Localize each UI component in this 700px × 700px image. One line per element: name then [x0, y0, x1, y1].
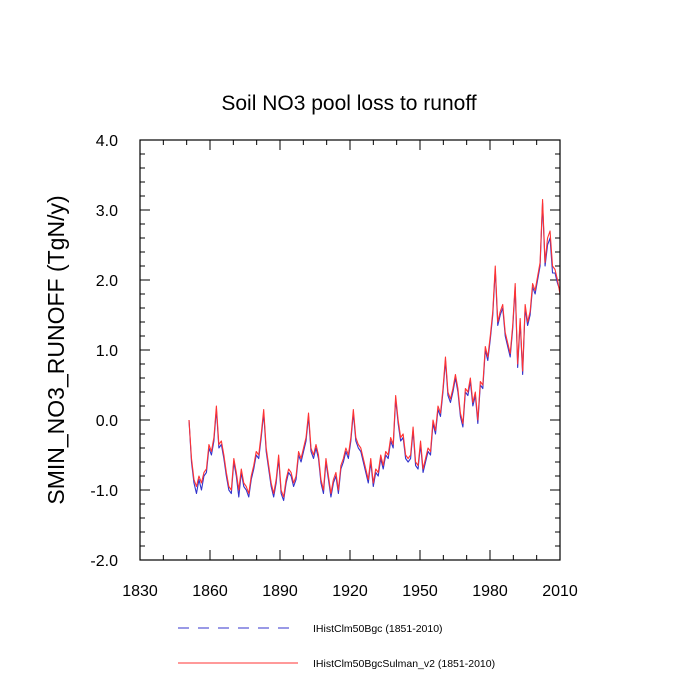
y-tick-label: 2.0 [96, 273, 118, 290]
series-lines [188, 198, 561, 502]
y-axis-label: SMIN_NO3_RUNOFF (TgN/y) [43, 195, 69, 504]
legend-label-1: IHistClm50Bgc (1851-2010) [313, 623, 443, 635]
y-tick-label: -1.0 [90, 483, 118, 500]
legend: IHistClm50Bgc (1851-2010) IHistClm50BgcSu… [178, 623, 495, 670]
tick-labels: 1830 1860 1890 1920 1950 1980 2010 -2.0 -1.0 0.0 1… [90, 133, 577, 600]
x-tick-label: 2010 [542, 583, 578, 600]
chart-title: Soil NO3 pool loss to runoff [221, 92, 476, 115]
plot-frame [139, 139, 561, 561]
x-tick-label: 1890 [262, 583, 298, 600]
x-tick-label: 1830 [122, 583, 158, 600]
series-line-2 [188, 198, 561, 498]
y-tick-label: 0.0 [96, 413, 118, 430]
x-tick-label: 1860 [192, 583, 228, 600]
x-tick-label: 1950 [402, 583, 438, 600]
axis-ticks [139, 139, 561, 561]
legend-label-2: IHistClm50BgcSulman_v2 (1851-2010) [313, 658, 495, 670]
y-tick-label: -2.0 [90, 553, 118, 570]
y-tick-label: 3.0 [96, 203, 118, 220]
y-tick-label: 1.0 [96, 343, 118, 360]
x-tick-label: 1920 [332, 583, 368, 600]
x-tick-label: 1980 [472, 583, 508, 600]
y-tick-label: 4.0 [96, 133, 118, 150]
series-line-1 [188, 202, 561, 502]
